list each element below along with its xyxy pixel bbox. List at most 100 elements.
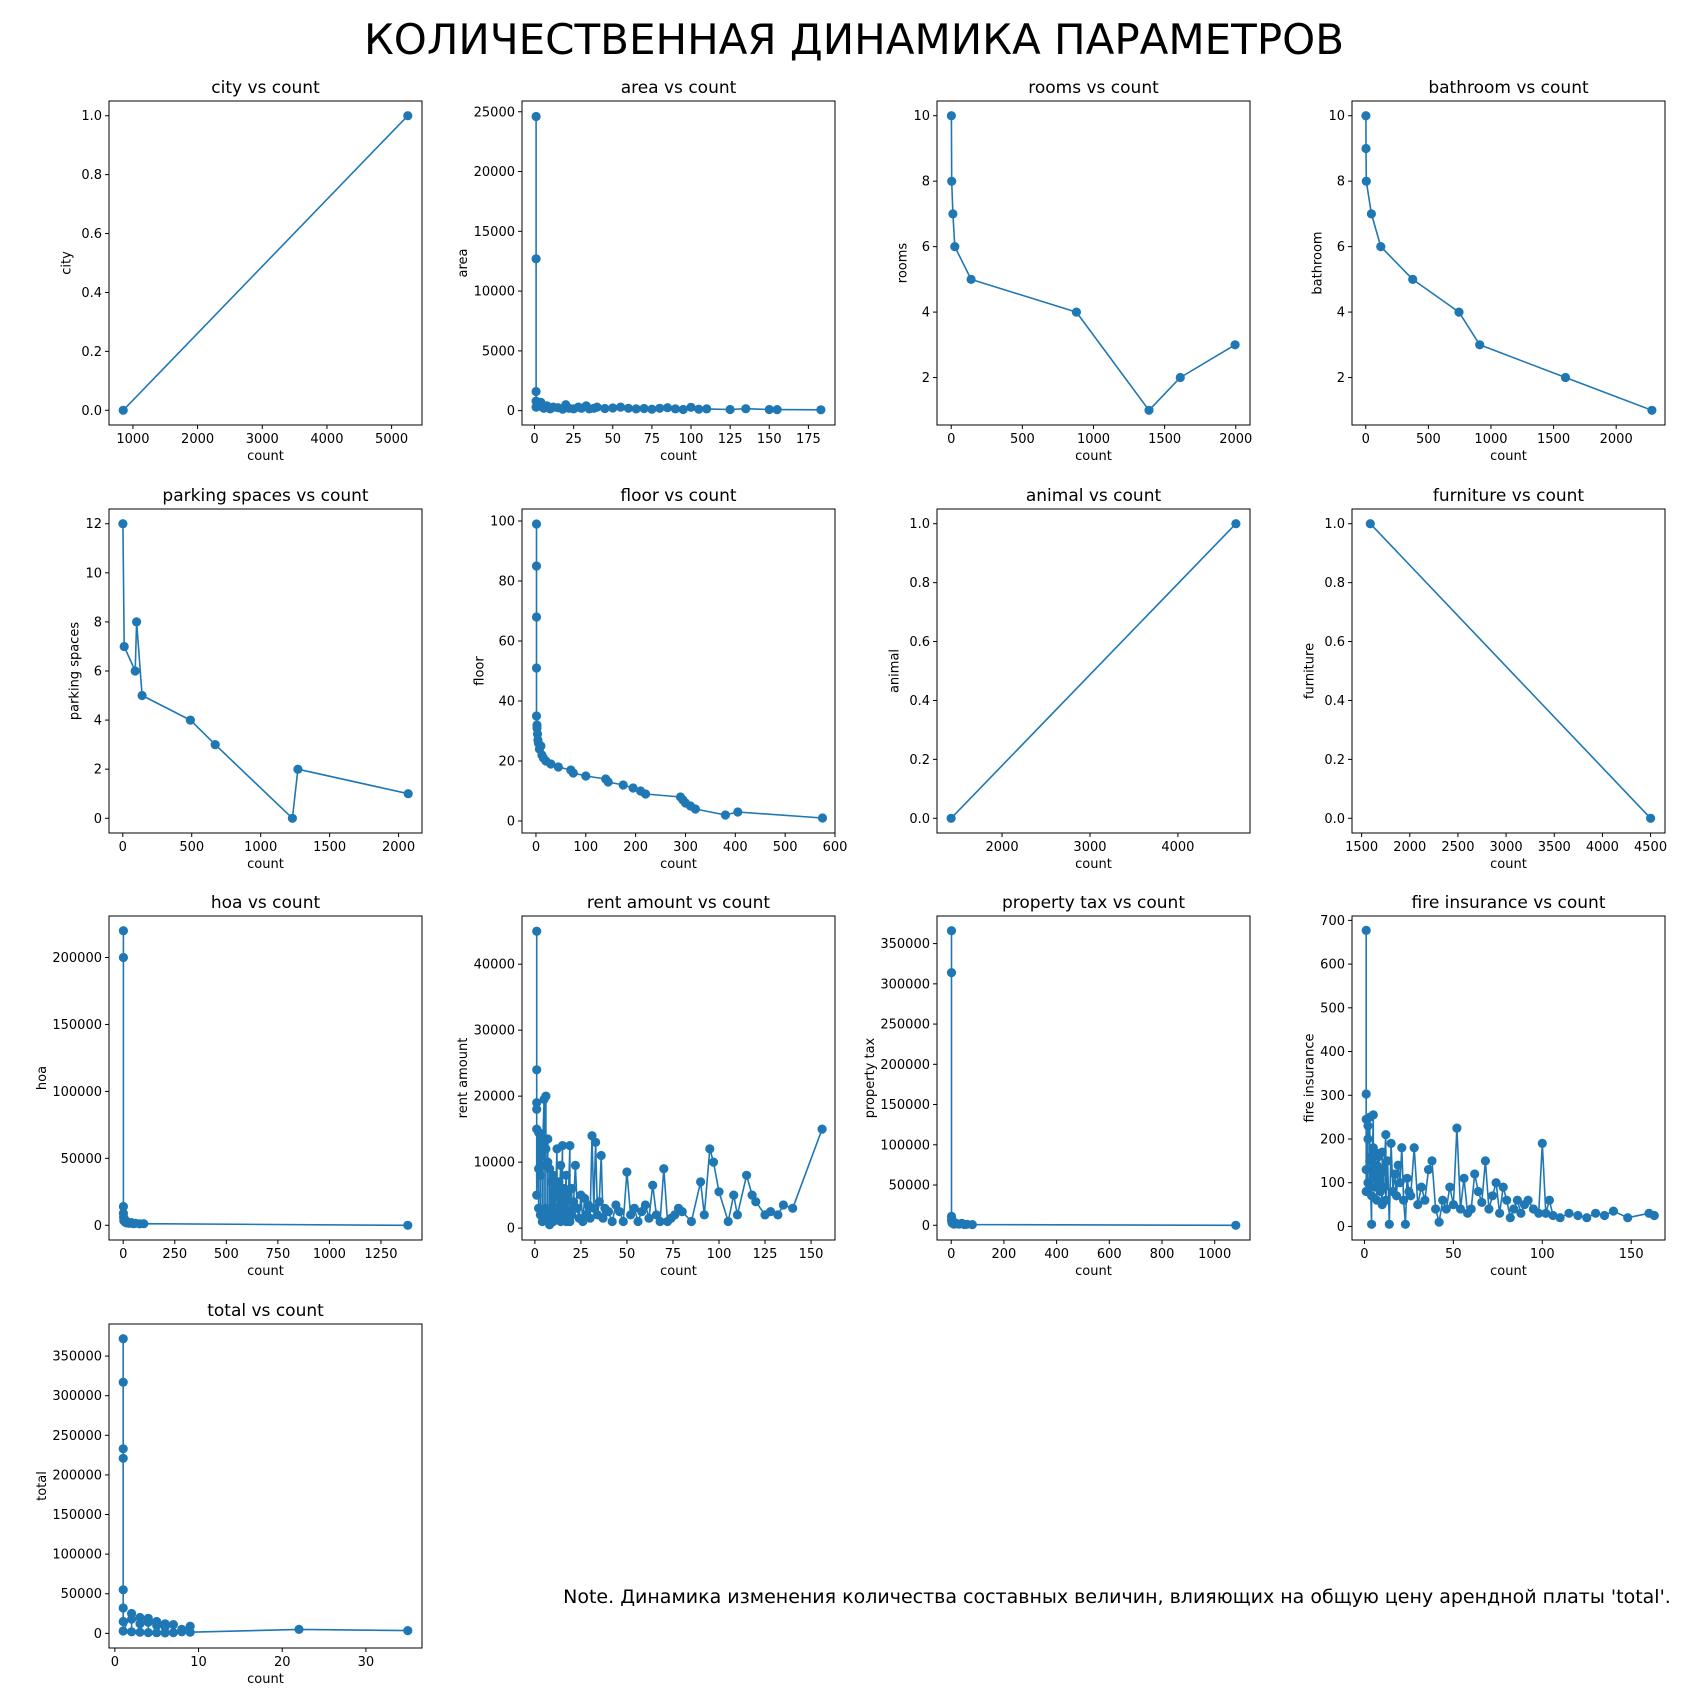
data-point [1445,1182,1455,1192]
x-tick-label: 1500 [1537,432,1570,447]
x-tick-label: 0 [532,840,540,855]
data-point [947,176,957,186]
y-tick-label: 0.4 [1324,694,1345,709]
data-point [1516,1208,1526,1218]
x-tick-label: 400 [1044,1247,1069,1262]
y-tick-label: 250000 [52,1429,102,1444]
data-point [557,1141,568,1151]
y-tick-label: 15000 [474,225,515,240]
data-point [817,813,828,823]
x-tick-label: 3000 [1073,840,1106,855]
data-point [152,1628,162,1638]
y-tick-label: 6 [94,665,102,680]
x-axis-label: count [247,857,284,872]
data-point [210,740,220,750]
series-line [950,523,1237,819]
data-point [185,1627,195,1637]
x-tick-label: 600 [823,840,848,855]
plot-frame [521,100,836,426]
x-axis-label: count [1075,857,1112,872]
y-tick-label: 25000 [474,105,515,120]
x-tick-label: 0 [119,840,127,855]
data-point [118,926,128,936]
data-point [946,813,956,823]
y-tick-label: 2 [94,763,102,778]
data-point [598,1213,608,1223]
y-axis-label: hoa [35,1066,50,1090]
data-point [554,1177,564,1187]
subplot-title: area vs count [621,78,737,98]
y-tick-label: 40000 [474,958,515,973]
x-tick-label: 100 [1530,1247,1555,1262]
x-tick-label: 200 [623,840,648,855]
y-axis-label: total [35,1471,50,1501]
data-point [118,1377,128,1387]
y-tick-label: 0.6 [909,635,930,650]
x-tick-label: 20 [274,1655,291,1670]
data-point [118,519,128,529]
data-point [531,612,542,622]
subplot: fire insurance vs count 0 50 100 150 0 100 200 3… [1302,893,1666,1279]
data-point [1466,1204,1476,1214]
data-point [708,1157,719,1167]
data-point [623,403,634,413]
data-point [585,1213,595,1223]
data-point [541,1091,551,1101]
x-axis-label: count [660,857,697,872]
data-point [1623,1213,1633,1223]
data-point [1365,519,1375,529]
subplot-title: hoa vs count [211,893,321,913]
data-point [1416,1182,1426,1192]
y-tick-label: 6 [1337,240,1345,255]
plot-frame [521,915,836,1241]
y-tick-label: 0.8 [1324,576,1345,591]
data-point [532,1190,542,1200]
y-axis-label: rooms [896,243,911,284]
x-tick-label: 150 [1619,1247,1644,1262]
x-tick-label: 50 [1445,1247,1462,1262]
data-point [1071,307,1081,317]
data-point [536,741,546,751]
data-point [1512,1195,1522,1205]
data-point [670,404,681,414]
data-point [1384,1219,1394,1229]
data-point [568,768,578,778]
y-tick-label: 0.8 [81,168,102,183]
x-tick-label: 2000 [1219,432,1252,447]
y-tick-label: 0.4 [909,694,930,709]
subplot: total vs count 0 10 20 30 0 50000 100000 150000 2… [35,1301,423,1687]
data-point [118,1585,128,1595]
y-tick-label: 0 [507,404,515,419]
y-tick-label: 1.0 [909,517,930,532]
data-point [570,1160,581,1170]
data-point [168,1628,178,1638]
y-tick-label: 10 [85,566,102,581]
data-point [1431,1204,1441,1214]
data-point [641,789,651,799]
data-point [648,1180,658,1190]
x-tick-label: 2500 [1441,840,1474,855]
data-point [1537,1138,1547,1148]
data-point [1363,1121,1373,1131]
y-tick-label: 300000 [52,1389,102,1404]
data-point [543,1134,553,1144]
data-point [720,810,731,820]
x-axis-label: count [247,1672,284,1687]
data-point [1361,1165,1371,1175]
data-point [135,1627,145,1637]
x-tick-label: 25 [565,432,582,447]
data-point [1491,1178,1501,1188]
data-point [1423,1165,1434,1175]
x-axis-label: count [660,449,697,464]
data-point [160,1622,170,1632]
x-tick-label: 150 [799,1247,824,1262]
data-point [946,111,957,121]
data-point [729,1190,739,1200]
y-tick-label: 0 [922,1219,930,1234]
y-tick-label: 8 [1337,175,1345,190]
data-point [556,1160,566,1170]
y-tick-label: 2 [922,371,930,386]
subplot-title: floor vs count [620,486,737,506]
data-point [686,402,696,412]
y-tick-label: 20 [498,755,515,770]
